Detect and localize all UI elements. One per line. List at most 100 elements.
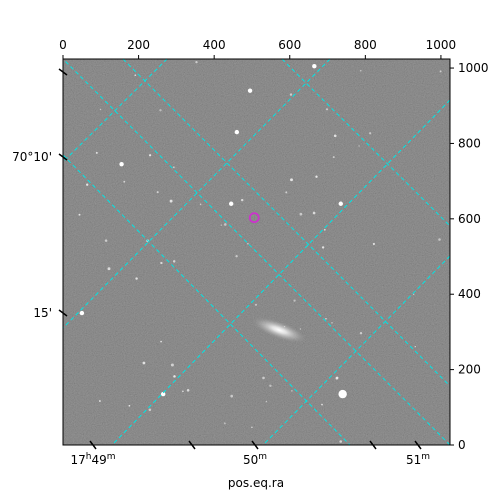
star xyxy=(135,277,138,280)
star xyxy=(169,199,173,203)
bottom-tick-label: 51m xyxy=(406,452,430,467)
star xyxy=(339,440,343,443)
star xyxy=(335,376,339,380)
star xyxy=(128,404,131,407)
star xyxy=(123,180,126,183)
star xyxy=(247,243,249,245)
left-tick-label: 70°10' xyxy=(12,150,52,164)
star xyxy=(359,331,363,335)
star xyxy=(254,303,258,306)
star xyxy=(251,426,253,429)
coordinate-grid xyxy=(63,59,450,445)
star xyxy=(134,74,137,77)
right-tick-label: 200 xyxy=(458,363,481,377)
left-tick-label: 15' xyxy=(33,306,52,320)
bottom-tick xyxy=(369,440,377,450)
star xyxy=(369,132,372,135)
top-tick-label: 800 xyxy=(354,38,377,52)
bright-star xyxy=(338,201,343,206)
star xyxy=(331,321,333,324)
bright-star xyxy=(338,389,347,399)
plot-frame xyxy=(62,58,451,446)
star xyxy=(98,400,101,402)
star xyxy=(195,60,198,64)
star xyxy=(285,191,288,194)
star xyxy=(293,299,296,302)
star xyxy=(230,394,234,398)
axes: 0 200 400 600 800 1000 0 200 400 600 800 1000 17h49m… xyxy=(12,38,488,467)
bright-star xyxy=(79,310,85,316)
star xyxy=(220,224,222,226)
star xyxy=(325,108,329,111)
top-tick-label: 200 xyxy=(127,38,150,52)
star xyxy=(235,255,238,258)
target-marker xyxy=(248,212,260,224)
bright-star xyxy=(119,161,124,167)
star xyxy=(265,400,268,403)
top-tick-label: 400 xyxy=(203,38,226,52)
star xyxy=(78,213,81,216)
bottom-tick xyxy=(89,440,97,450)
star xyxy=(321,246,325,249)
star xyxy=(290,178,293,182)
star xyxy=(289,93,293,96)
star xyxy=(223,223,227,226)
star xyxy=(172,260,176,263)
grid-line xyxy=(63,59,450,445)
right-tick-label: 1000 xyxy=(458,61,489,75)
left-tick xyxy=(58,68,68,76)
star xyxy=(240,198,244,202)
left-tick xyxy=(58,309,68,317)
star xyxy=(414,345,416,348)
right-tick-label: 400 xyxy=(458,287,481,301)
star xyxy=(172,166,175,169)
star xyxy=(104,239,108,242)
top-tick-label: 0 xyxy=(59,38,67,52)
star xyxy=(99,108,102,111)
star xyxy=(325,318,327,320)
grid-line xyxy=(111,99,450,445)
star xyxy=(160,340,162,343)
top-tick-label: 1000 xyxy=(426,38,457,52)
star xyxy=(170,363,174,367)
bottom-tick xyxy=(188,440,196,450)
star xyxy=(321,403,323,406)
star xyxy=(323,228,326,231)
star xyxy=(438,238,441,241)
grid-line xyxy=(262,255,450,445)
grid-line xyxy=(63,59,331,329)
top-tick-label: 600 xyxy=(278,38,301,52)
star xyxy=(358,145,360,147)
star xyxy=(173,375,176,378)
right-tick-label: 800 xyxy=(458,136,481,150)
bright-star xyxy=(247,88,253,93)
star xyxy=(262,376,265,380)
bright-star xyxy=(312,63,317,69)
image-panel xyxy=(62,58,451,446)
bottom-tick xyxy=(251,440,259,450)
right-tick-label: 0 xyxy=(458,438,466,452)
grid-line xyxy=(63,154,351,445)
star xyxy=(186,389,190,392)
star xyxy=(156,191,159,194)
star xyxy=(439,70,442,73)
star xyxy=(299,328,302,330)
x-axis-label: pos.eq.ra xyxy=(228,476,284,490)
galaxy xyxy=(250,316,308,344)
star xyxy=(291,390,293,392)
bottom-tick-label: 17h49m xyxy=(70,452,115,467)
grid-line xyxy=(63,59,168,163)
star xyxy=(182,390,184,393)
grid-line xyxy=(122,59,450,387)
bright-star xyxy=(160,391,166,397)
star xyxy=(142,361,146,365)
star xyxy=(413,293,415,295)
star xyxy=(159,109,162,112)
star xyxy=(148,154,152,157)
bright-star xyxy=(228,201,234,206)
star xyxy=(312,211,316,215)
star xyxy=(299,212,303,216)
star xyxy=(148,408,152,412)
bottom-tick-label: 50m xyxy=(243,452,267,467)
